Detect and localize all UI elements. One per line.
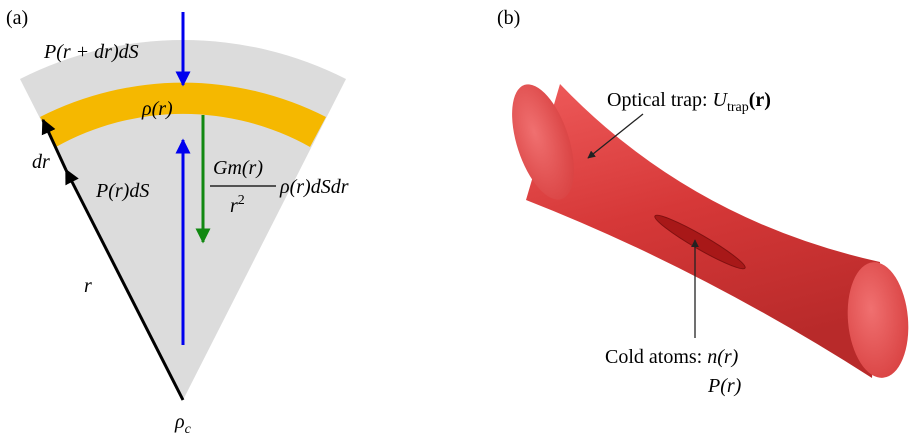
panel-label: (b) xyxy=(497,7,520,29)
density: ρ(r) xyxy=(141,98,173,120)
panel-label: (a) xyxy=(6,7,28,29)
atoms-pressure: P(r) xyxy=(707,375,742,397)
center-density: ρc xyxy=(174,411,192,437)
gravity-tail: ρ(r)dSdr xyxy=(279,176,349,198)
gravity-numerator: Gm(r) xyxy=(213,157,263,179)
atoms-prefix: Cold atoms: xyxy=(605,346,707,368)
figure: (a) P(r + dr)dS ρ(r) dr P(r)dS Gm(r) r2 … xyxy=(0,0,917,439)
center-density-base: ρ xyxy=(174,411,185,433)
atoms-symbol: n(r) xyxy=(707,346,738,368)
pressure-top: P(r + dr)dS xyxy=(43,41,139,63)
trap-arg: (r) xyxy=(749,89,771,111)
trap-prefix: Optical trap: xyxy=(607,89,713,111)
trap-subscript: trap xyxy=(727,100,749,115)
denominator-exp: 2 xyxy=(238,193,245,208)
pressure-bottom: P(r)dS xyxy=(95,180,149,202)
dr-label: dr xyxy=(32,151,50,173)
radius-label: r xyxy=(84,275,92,297)
trap-label: Optical trap: Utrap(r) xyxy=(607,89,771,115)
center-density-sub: c xyxy=(185,422,192,437)
denominator-base: r xyxy=(230,195,238,217)
beam xyxy=(526,84,880,378)
atoms-label: Cold atoms: n(r) xyxy=(605,346,739,368)
page: (a) P(r + dr)dS ρ(r) dr P(r)dS Gm(r) r2 … xyxy=(0,0,917,439)
